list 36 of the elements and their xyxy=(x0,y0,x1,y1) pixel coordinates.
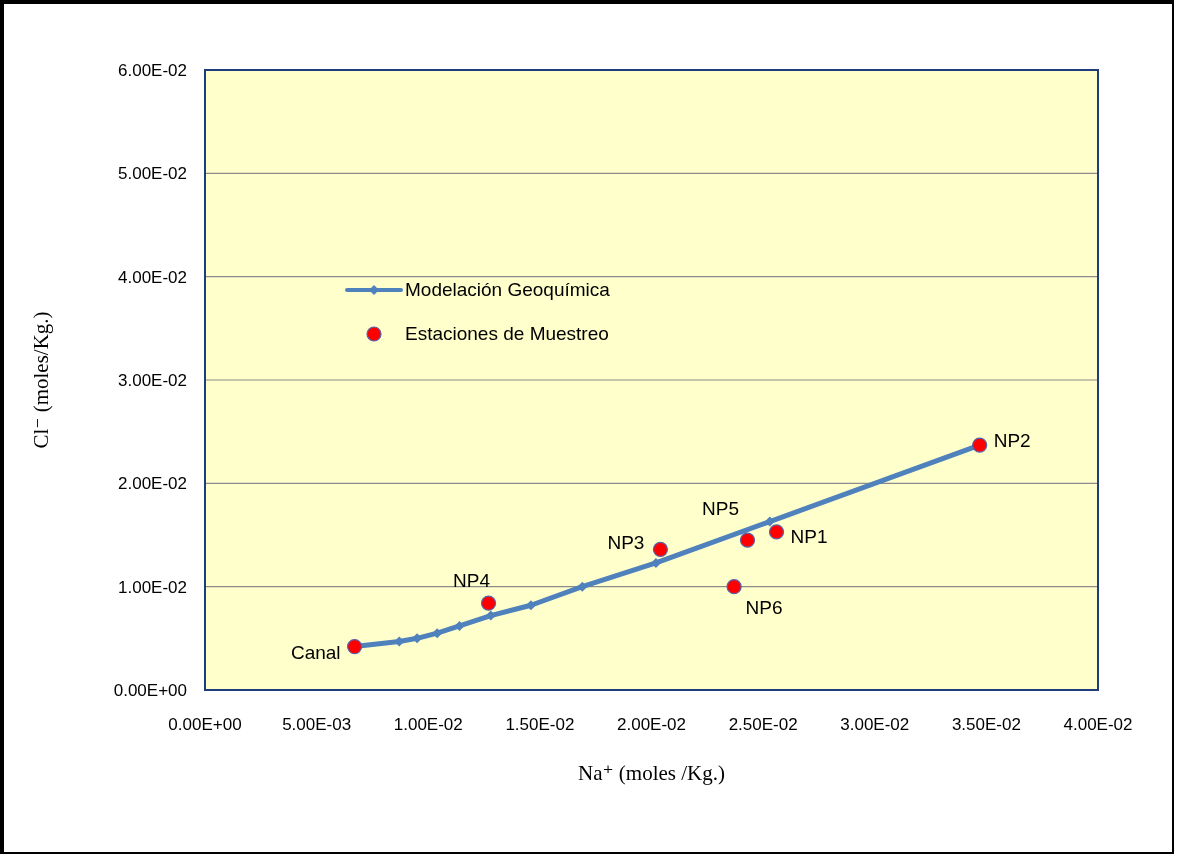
x-tick-label: 2.00E-02 xyxy=(617,715,686,735)
x-tick-label: 5.00E-03 xyxy=(282,715,352,735)
x-axis-title: Na⁺ (moles /Kg.) xyxy=(578,761,725,785)
point xyxy=(764,516,775,527)
annotation: NP3 xyxy=(607,531,645,553)
point xyxy=(480,595,497,611)
x-tick-label: 1.00E-02 xyxy=(393,715,463,735)
annotation: NP6 xyxy=(745,597,783,619)
annotation: NP5 xyxy=(702,497,739,519)
annotation: NP2 xyxy=(993,429,1031,451)
x-tick-label: 3.50E-02 xyxy=(951,715,1021,735)
point xyxy=(652,541,669,558)
point xyxy=(726,579,742,595)
annotation: NP4 xyxy=(453,569,491,591)
y-tick-label: 2.00E-02 xyxy=(118,474,187,494)
x-tick-label: 1.50E-02 xyxy=(505,715,575,735)
x-tick-label: 3.00E-02 xyxy=(840,715,910,735)
x-tick-label: 2.50E-02 xyxy=(728,715,798,735)
x-tick-label: 0.00E+00 xyxy=(168,715,242,735)
point xyxy=(768,524,785,540)
legend-label: Estaciones de Muestreo xyxy=(405,323,609,345)
y-tick-label: 0.00E+00 xyxy=(113,681,187,701)
annotation: NP1 xyxy=(790,526,828,548)
y-tick-label: 1.00E-02 xyxy=(118,577,187,597)
legend-label: Modelación Geoquímica xyxy=(405,279,610,301)
point xyxy=(739,532,756,548)
y-tick-label: 5.00E-02 xyxy=(118,164,187,184)
y-tick-label: 6.00E-02 xyxy=(118,61,187,81)
x-tick-label: 4.00E-02 xyxy=(1063,715,1133,735)
point xyxy=(577,581,588,592)
point xyxy=(454,620,465,631)
annotation: Canal xyxy=(290,642,341,664)
y-axis-title: Cl⁻ (moles/Kg.) xyxy=(29,311,53,449)
y-tick-label: 3.00E-02 xyxy=(118,371,187,391)
point xyxy=(432,628,443,639)
y-tick-label: 4.00E-02 xyxy=(118,267,187,287)
